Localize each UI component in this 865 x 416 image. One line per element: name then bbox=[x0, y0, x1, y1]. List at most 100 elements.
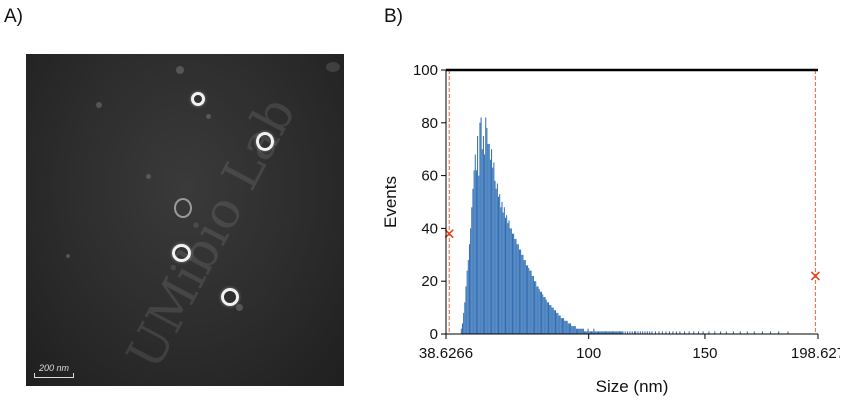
histogram-bar bbox=[552, 307, 554, 334]
histogram-bar bbox=[725, 331, 727, 334]
histogram-bar bbox=[488, 143, 490, 334]
histogram-bar bbox=[513, 233, 515, 334]
histogram-bar bbox=[639, 331, 641, 334]
histogram-bar bbox=[697, 331, 699, 334]
y-tick-label: 0 bbox=[430, 326, 438, 343]
histogram-bar bbox=[688, 331, 690, 334]
histogram-bar bbox=[486, 128, 488, 334]
histogram-bar bbox=[693, 331, 695, 334]
histogram-bar bbox=[563, 318, 565, 334]
histogram-bar bbox=[600, 331, 602, 334]
histogram-bar bbox=[596, 331, 598, 334]
histogram-bar bbox=[746, 331, 748, 334]
histogram-bar bbox=[624, 331, 626, 334]
histogram-bar bbox=[635, 331, 637, 334]
histogram-bar bbox=[613, 331, 615, 334]
histogram-bar bbox=[679, 331, 681, 334]
histogram-bar bbox=[463, 312, 465, 334]
histogram-bar bbox=[534, 281, 536, 334]
histogram-bar bbox=[553, 310, 555, 334]
histogram-bar bbox=[617, 331, 619, 334]
histogram-bar bbox=[629, 331, 631, 334]
histogram-bar bbox=[484, 154, 486, 334]
histogram-bar bbox=[572, 326, 574, 334]
histogram-bar bbox=[609, 331, 611, 334]
vesicle bbox=[174, 198, 192, 218]
histogram-bar bbox=[554, 310, 556, 334]
histogram-bar bbox=[601, 331, 603, 334]
histogram-bar bbox=[498, 196, 500, 334]
y-tick-label: 40 bbox=[421, 220, 438, 237]
histogram-bar bbox=[474, 154, 476, 334]
histogram-bar bbox=[541, 291, 543, 334]
histogram-bar bbox=[646, 331, 648, 334]
scale-bar-line bbox=[34, 373, 74, 378]
y-axis-label: Events bbox=[381, 176, 400, 228]
speck bbox=[146, 174, 151, 179]
tem-micrograph: UMibio Lab 200 nm bbox=[26, 54, 344, 386]
histogram-bar bbox=[517, 244, 519, 334]
histogram-bar bbox=[594, 331, 596, 334]
histogram-bar bbox=[615, 331, 617, 334]
histogram-bar bbox=[489, 159, 491, 334]
y-axis-ticks: 0 20 40 60 80 100 bbox=[413, 62, 446, 343]
histogram-bar bbox=[567, 323, 569, 334]
histogram-bar bbox=[504, 217, 507, 334]
panel-a-label: A) bbox=[4, 6, 23, 27]
histogram-bar bbox=[550, 304, 552, 334]
histogram-bar bbox=[574, 326, 576, 334]
gate-marker bbox=[810, 271, 820, 281]
histogram-bar bbox=[787, 331, 789, 334]
histogram-bar bbox=[485, 117, 487, 335]
histogram-bar bbox=[588, 331, 590, 334]
histogram-bar bbox=[548, 302, 550, 334]
histogram-bar bbox=[599, 331, 601, 334]
histogram-bar bbox=[507, 223, 509, 334]
histogram-bar bbox=[539, 291, 541, 334]
histogram-bar bbox=[466, 270, 468, 334]
histogram-bar bbox=[637, 331, 639, 334]
x-tick-label: 198.627 bbox=[791, 345, 840, 362]
histogram-bar bbox=[591, 331, 593, 334]
histogram-bar bbox=[527, 265, 529, 334]
histogram-bar bbox=[708, 331, 710, 334]
histogram-bar bbox=[524, 260, 526, 334]
watermark: UMibio Lab bbox=[115, 87, 307, 379]
x-tick-label: 150 bbox=[692, 345, 717, 362]
histogram-bar bbox=[606, 331, 608, 334]
histogram-bar bbox=[538, 289, 540, 334]
histogram-bar bbox=[529, 270, 531, 334]
histogram-bar bbox=[585, 331, 587, 334]
histogram-bar bbox=[545, 299, 547, 334]
speck bbox=[236, 304, 243, 311]
histogram-bar bbox=[577, 328, 579, 334]
histogram-bar bbox=[516, 244, 518, 334]
histogram-bar bbox=[511, 233, 513, 334]
histogram-bar bbox=[480, 117, 482, 335]
histogram-bar bbox=[510, 228, 512, 334]
histogram-bar bbox=[658, 331, 660, 334]
histogram-bar bbox=[597, 331, 600, 334]
histogram-bar bbox=[528, 268, 530, 334]
histogram-bar bbox=[478, 175, 480, 334]
histogram-bar bbox=[610, 331, 612, 334]
histogram-bar bbox=[627, 331, 629, 334]
histogram-bar bbox=[607, 331, 609, 334]
histogram-bars bbox=[460, 117, 789, 335]
histogram-bar bbox=[503, 207, 505, 334]
histogram-bar bbox=[561, 318, 563, 334]
histogram-bar bbox=[461, 323, 463, 334]
histogram-bar bbox=[568, 323, 570, 334]
histogram-bar bbox=[649, 331, 651, 334]
gate-marker bbox=[444, 229, 454, 239]
y-tick-label: 100 bbox=[413, 62, 438, 79]
histogram-bar bbox=[468, 244, 470, 334]
histogram-bar bbox=[714, 331, 716, 334]
histogram-bar bbox=[595, 331, 597, 334]
histogram-bar bbox=[661, 331, 663, 334]
histogram-bar bbox=[473, 170, 475, 334]
histogram-bar bbox=[556, 312, 558, 334]
histogram-bar bbox=[621, 331, 623, 334]
histogram-bar bbox=[564, 320, 566, 334]
histogram-bar bbox=[537, 286, 539, 334]
